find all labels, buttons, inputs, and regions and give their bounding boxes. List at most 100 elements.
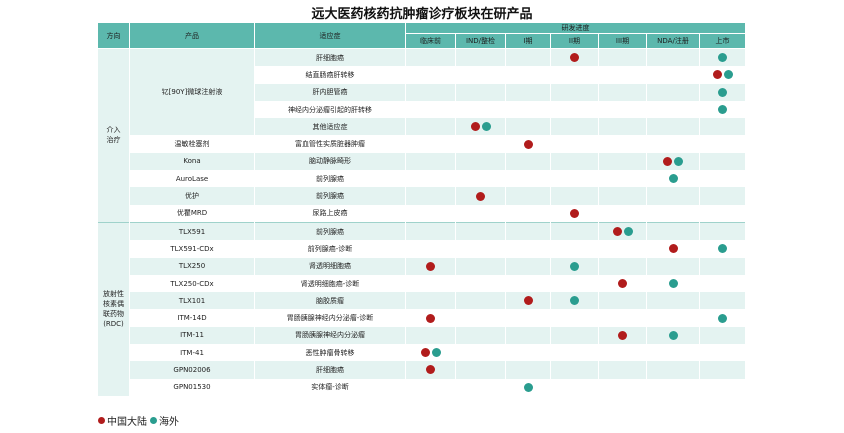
- direction-label: 放射性 核素偶 联药物 (RDC): [97, 221, 130, 396]
- stage-cell: [505, 204, 551, 223]
- stage-cell: [550, 378, 599, 396]
- stage-cell: [698, 48, 747, 67]
- stage-cell: [455, 257, 506, 275]
- stage-cell: [455, 135, 506, 153]
- stage-cell: [550, 204, 599, 223]
- stage-cell: [550, 361, 599, 379]
- stage-cell: [698, 240, 747, 258]
- table-row: 放射性 核素偶 联药物 (RDC) TLX591 前列腺癌: [97, 221, 747, 396]
- stage-cell: [698, 187, 747, 205]
- stage-cell: [455, 378, 506, 396]
- indication-cell: 其他适应症: [254, 118, 406, 136]
- stage-cell: [646, 378, 700, 396]
- stage-cell: [550, 240, 599, 258]
- stage-cell: [646, 118, 700, 136]
- product-cell: TLX250: [129, 257, 255, 275]
- stage-cell: [405, 83, 456, 101]
- stage-cell: [405, 361, 456, 379]
- indication-cell: 前列腺癌-诊断: [254, 240, 406, 258]
- product-cell: TLX101: [129, 292, 255, 310]
- header-stage: II期: [550, 33, 599, 49]
- overseas-dot: [431, 348, 441, 358]
- stage-cell: [698, 378, 747, 396]
- stage-cell: [455, 204, 506, 223]
- indication-cell: 胃肠胰腺神经内分泌瘤: [254, 326, 406, 345]
- stage-cell: [598, 344, 647, 362]
- stage-cell: [405, 118, 456, 136]
- indication-cell: 肝内胆管癌: [254, 83, 406, 101]
- table-row: GPN02006 肝细胞癌: [98, 361, 747, 379]
- product-cell: 优护: [129, 187, 255, 205]
- china-dot: [523, 296, 533, 306]
- stage-cell: [550, 292, 599, 310]
- table-row: AuroLase 前列腺癌: [98, 170, 747, 188]
- page-title: 远大医药核药抗肿瘤诊疗板块在研产品: [311, 7, 533, 22]
- stage-cell: [646, 257, 700, 275]
- stage-cell: [455, 309, 506, 327]
- china-dot: [668, 244, 678, 254]
- china-dot: [470, 122, 480, 132]
- stage-cell: [598, 361, 647, 379]
- china-dot: [476, 191, 485, 201]
- stage-cell: [405, 187, 456, 205]
- table-row: 结直肠癌肝转移: [98, 66, 747, 84]
- product-cell: ITM-14D: [129, 309, 255, 327]
- header-indication: 适应症: [254, 22, 406, 49]
- direction-text: 介入 治疗: [106, 126, 121, 145]
- stage-cell: [698, 170, 747, 188]
- table-row: 温敏栓塞剂 富血管性实质脏器肿瘤: [98, 135, 747, 153]
- legend: 中国大陆 海外: [97, 413, 181, 428]
- stage-cell: [550, 187, 599, 205]
- indication-cell: 结直肠癌肝转移: [254, 66, 406, 84]
- stage-cell: [455, 240, 506, 258]
- stage-cell: [405, 378, 456, 396]
- overseas-dot: [718, 244, 727, 254]
- stage-cell: [598, 274, 647, 293]
- stage-cell: [598, 135, 647, 153]
- stage-cell: [505, 170, 551, 188]
- stage-cell: [598, 83, 647, 101]
- legend-item: 海外: [149, 413, 179, 428]
- stage-cell: [646, 221, 700, 241]
- stage-cell: [598, 378, 647, 396]
- stage-cell: [455, 170, 506, 188]
- stage-cell: [550, 221, 599, 241]
- product-cell: 温敏栓塞剂: [129, 135, 255, 153]
- stage-cell: [405, 48, 456, 67]
- indication-cell: 实体瘤-诊断: [254, 378, 406, 396]
- stage-cell: [598, 326, 647, 345]
- stage-cell: [405, 344, 456, 362]
- china-dot: [426, 313, 435, 323]
- china-dot: [420, 348, 430, 358]
- stage-cell: [598, 187, 647, 205]
- stage-cell: [598, 170, 647, 188]
- stage-cell: [505, 326, 551, 345]
- indication-cell: 肝细胞癌: [254, 361, 406, 379]
- stage-cell: [646, 48, 700, 67]
- stage-cell: [505, 83, 551, 101]
- table-row: TLX101 脑胶质瘤: [98, 292, 747, 310]
- stage-cell: [505, 152, 551, 171]
- indication-cell: 前列腺癌: [254, 187, 406, 205]
- table-row: ITM-11 胃肠胰腺神经内分泌瘤: [98, 326, 747, 345]
- stage-cell: [455, 118, 506, 136]
- stage-cell: [455, 344, 506, 362]
- indication-cell: 富血管性实质脏器肿瘤: [254, 135, 406, 153]
- stage-cell: [405, 326, 456, 345]
- header-direction: 方向: [97, 22, 130, 49]
- stage-cell: [405, 170, 456, 188]
- china-dot: [426, 365, 435, 375]
- stage-cell: [698, 326, 747, 345]
- stage-cell: [455, 326, 506, 345]
- stage-cell: [698, 221, 747, 241]
- stage-cell: [598, 257, 647, 275]
- stage-cell: [505, 292, 551, 310]
- stage-cell: [698, 309, 747, 327]
- header-stage: I期: [505, 33, 551, 49]
- stage-cell: [646, 309, 700, 327]
- overseas-dot: [718, 53, 727, 63]
- overseas-dot: [523, 382, 533, 392]
- legend-label: 中国大陆: [107, 417, 147, 428]
- stage-cell: [505, 100, 551, 119]
- overseas-dot: [668, 174, 678, 184]
